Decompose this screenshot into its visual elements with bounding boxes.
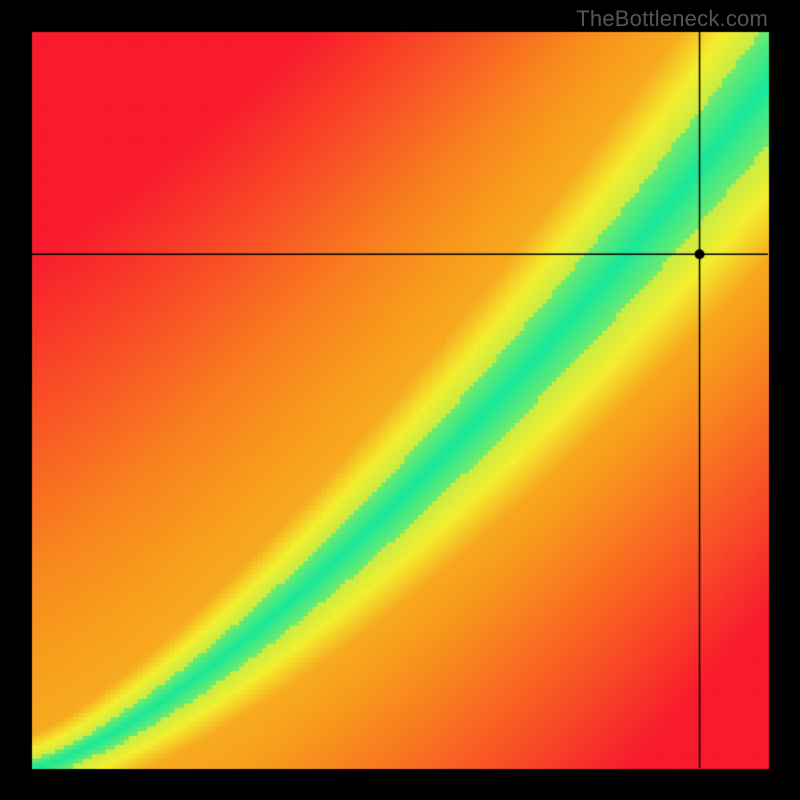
watermark-text: TheBottleneck.com: [576, 6, 768, 32]
bottleneck-heatmap: [0, 0, 800, 800]
